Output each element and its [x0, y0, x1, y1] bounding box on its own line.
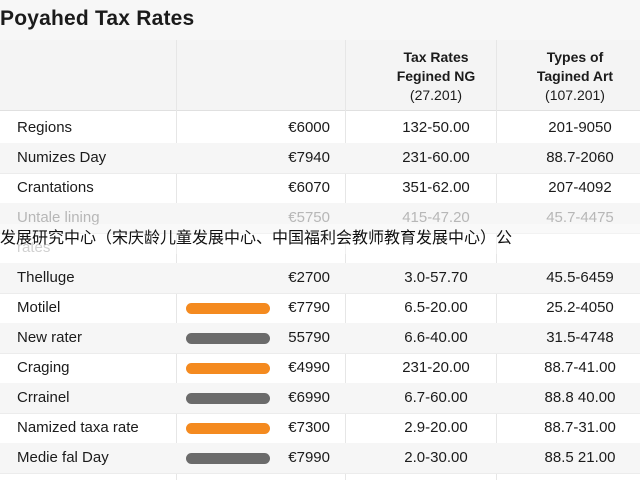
type-cell: 88.7-41.00: [544, 359, 616, 376]
table-row: Medie fal Day €7990 2.0-30.00 88.5 21.00: [0, 443, 640, 474]
type-cell: 31.5-4748: [546, 329, 614, 346]
column-divider: [496, 40, 497, 480]
amount-cell: €7300: [288, 419, 330, 436]
amount-cell: €7790: [288, 299, 330, 316]
amount-cell: €5750: [288, 209, 330, 226]
table-row: Thelluge €2700 3.0-57.70 45.5-6459: [0, 263, 640, 294]
region-cell: Crantations: [17, 179, 94, 196]
table-row: New rater 55790 6.6-40.00 31.5-4748: [0, 323, 640, 354]
header-types-line2: Tagined Art: [536, 68, 614, 84]
table-header: Tax Rates Fegined NG (27.201) Types of T…: [0, 40, 640, 111]
tax-rate-cell: 231-60.00: [402, 149, 470, 166]
header-tax-rates-line3: (27.201): [409, 87, 463, 103]
tax-rate-cell: 231-20.00: [402, 359, 470, 376]
overlay-text-banner: 发展研究中心（宋庆龄儿童发展中心、中国福利会教师教育发展中心）公: [0, 224, 640, 254]
header-types-line3: (107.201): [545, 87, 605, 103]
overlay-text: 发展研究中心（宋庆龄儿童发展中心、中国福利会教师教育发展中心）公: [0, 230, 513, 247]
region-cell: Medie fal Day: [17, 449, 109, 466]
type-cell: 88.7-31.00: [544, 419, 616, 436]
table-row: Numizes Day €7940 231-60.00 88.7-2060: [0, 143, 640, 174]
tax-rate-cell: 2.9-20.00: [404, 419, 468, 436]
region-cell: Regions: [17, 119, 73, 136]
tax-rate-cell: 415-47.20: [402, 209, 470, 226]
tax-rate-cell: 2.0-30.00: [404, 449, 468, 466]
amount-cell: €7990: [288, 449, 330, 466]
table-row: Craging €4990 231-20.00 88.7-41.00: [0, 353, 640, 384]
status-bar: [186, 393, 270, 404]
amount-cell: €4990: [288, 359, 330, 376]
header-types: Types of Tagined Art (107.201): [510, 48, 640, 105]
table-row: Regions €6000 132-50.00 201-9050: [0, 113, 640, 144]
tax-rate-cell: 6.6-40.00: [404, 329, 468, 346]
status-bar: [186, 333, 270, 344]
header-tax-rates-line1: Tax Rates: [403, 49, 469, 65]
type-cell: 25.2-4050: [546, 299, 614, 316]
page-title: Poyahed Tax Rates: [0, 7, 195, 30]
status-bar: [186, 453, 270, 464]
region-cell: Numizes Day: [17, 149, 107, 166]
status-bar: [186, 303, 270, 314]
amount-cell: 55790: [288, 329, 330, 346]
table-row: Untale lining €5750 415-47.20 45.7-4475: [0, 203, 640, 234]
table-row: Crrainel €6990 6.7-60.00 88.8 40.00: [0, 383, 640, 414]
region-cell: Namized taxa rate: [17, 419, 139, 436]
type-cell: 45.7-4475: [546, 209, 614, 226]
tax-rate-cell: 3.0-57.70: [404, 269, 468, 286]
region-cell: Untale lining: [17, 209, 100, 226]
status-bar: [186, 363, 270, 374]
region-cell: Motilel: [17, 299, 61, 316]
amount-cell: €6990: [288, 389, 330, 406]
region-cell: Craging: [17, 359, 70, 376]
header-types-line1: Types of: [546, 49, 604, 65]
amount-cell: €7940: [288, 149, 330, 166]
type-cell: 88.8 40.00: [544, 389, 616, 406]
region-cell: Crrainel: [17, 389, 70, 406]
region-cell: rates: [17, 239, 51, 256]
amount-cell: €6000: [288, 119, 330, 136]
table-row: Namized taxa rate €7300 2.9-20.00 88.7-31.0…: [0, 413, 640, 444]
column-divider: [176, 40, 177, 480]
region-cell: Thelluge: [17, 269, 75, 286]
tax-rate-cell: 132-50.00: [402, 119, 470, 136]
type-cell: 207-4092: [548, 179, 612, 196]
table-row: Motilel €7790 6.5-20.00 25.2-4050: [0, 293, 640, 324]
tax-rate-cell: 6.7-60.00: [404, 389, 468, 406]
type-cell: 88.5 21.00: [544, 449, 616, 466]
type-cell: 45.5-6459: [546, 269, 614, 286]
column-divider: [345, 40, 346, 480]
amount-cell: €2700: [288, 269, 330, 286]
amount-cell: €6070: [288, 179, 330, 196]
header-tax-rates-line2: Fegined NG: [396, 68, 476, 84]
tax-rate-cell: 351-62.00: [402, 179, 470, 196]
region-cell: New rater: [17, 329, 83, 346]
title-bar: Poyahed Tax Rates: [0, 0, 640, 41]
status-bar: [186, 423, 270, 434]
tax-rate-cell: 6.5-20.00: [404, 299, 468, 316]
type-cell: 201-9050: [548, 119, 612, 136]
type-cell: 88.7-2060: [546, 149, 614, 166]
header-tax-rates: Tax Rates Fegined NG (27.201): [362, 48, 510, 105]
table-row: Crantations €6070 351-62.00 207-4092: [0, 173, 640, 204]
